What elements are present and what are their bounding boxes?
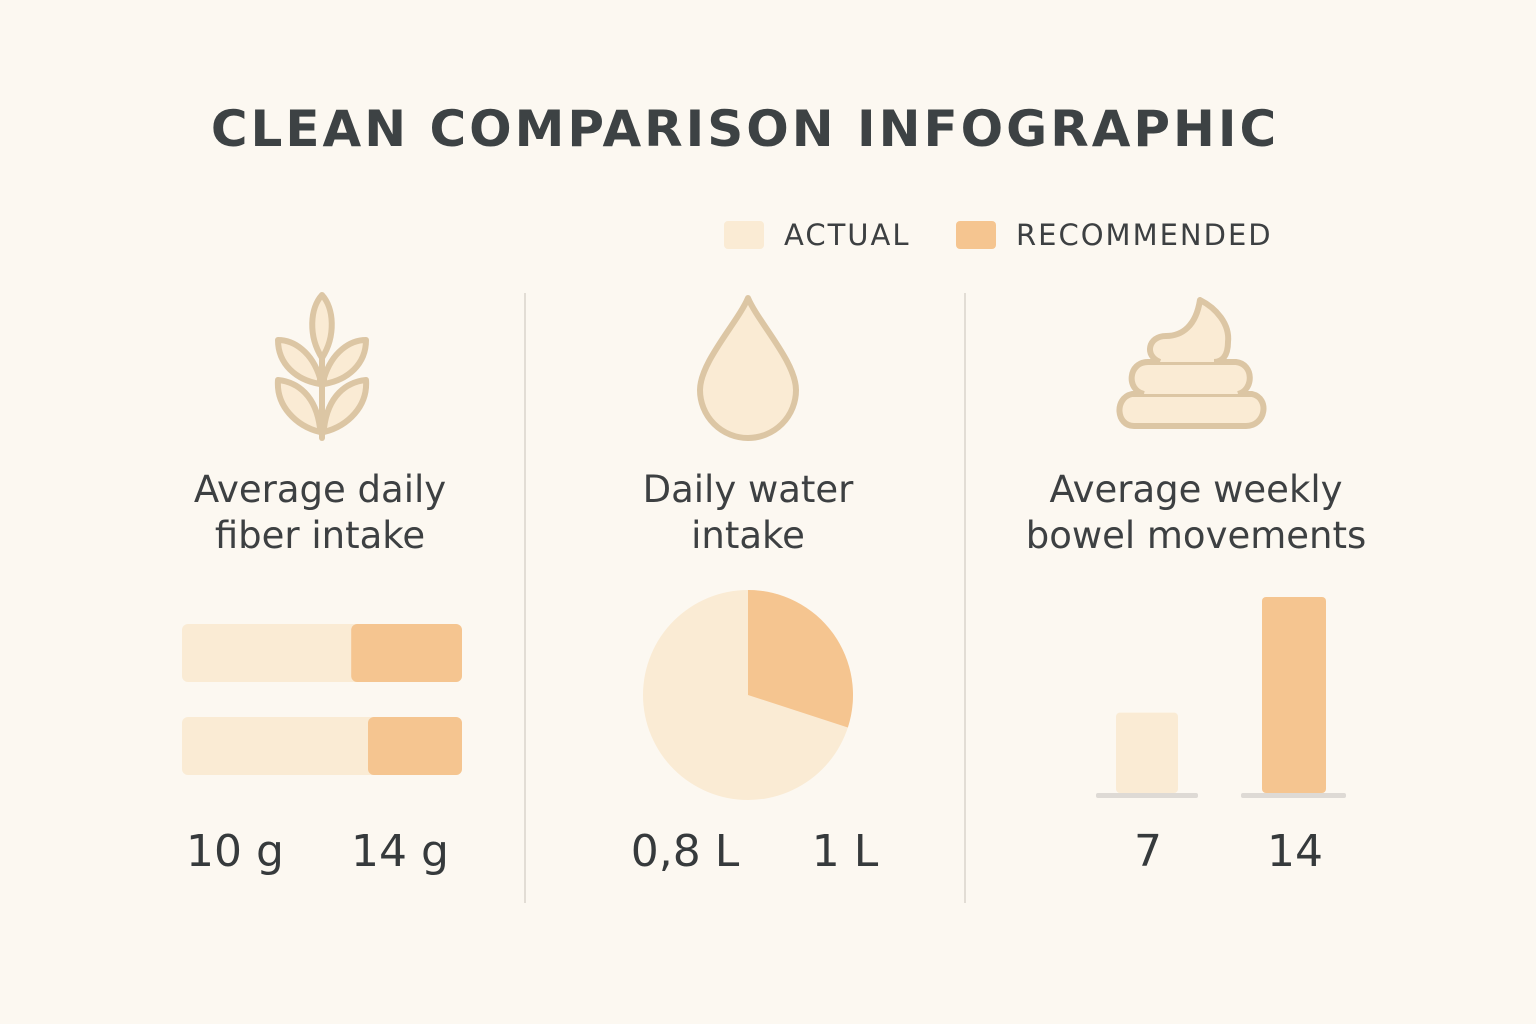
value-recommended: 14 [1267, 826, 1323, 877]
divider [524, 293, 526, 903]
bar-recommended-share [351, 624, 462, 682]
legend-item-recommended: RECOMMENDED [956, 218, 1273, 252]
divider [964, 293, 966, 903]
panel-water: Daily water intake 0,8 L 1 L [528, 280, 968, 920]
panel-title-line: fiber intake [214, 514, 426, 557]
panel-title-line: Average weekly [1049, 468, 1343, 511]
bar-recommended [1262, 597, 1326, 793]
baseline [1096, 793, 1198, 798]
bowel-bar-chart [1096, 597, 1346, 798]
page-title: CLEAN COMPARISON INFOGRAPHIC [210, 100, 1280, 158]
water-drop-icon [697, 295, 799, 441]
value-recommended: 14 g [351, 826, 449, 877]
pie-slice-recommended [748, 590, 853, 728]
value-actual: 0,8 L [630, 826, 740, 877]
fiber-bar-chart [182, 624, 462, 775]
panel-title-line: bowel movements [1025, 514, 1367, 557]
panel-title-line: Daily water [642, 468, 854, 511]
value-actual: 7 [1134, 826, 1162, 877]
panel-title-line: Average daily [193, 468, 447, 511]
baseline [1241, 793, 1346, 798]
panel-title-line: intake [691, 514, 805, 557]
legend-item-actual: ACTUAL [724, 218, 911, 252]
panel-title-fiber: Average daily fiber intake [100, 467, 540, 559]
value-recommended: 1 L [811, 826, 879, 877]
legend-swatch-recommended [956, 221, 996, 249]
value-actual: 10 g [186, 826, 284, 877]
legend-swatch-actual [724, 221, 764, 249]
water-pie-chart [643, 590, 853, 800]
panel-fiber: Average daily fiber intake 10 g 14 g [100, 280, 540, 920]
legend-label-recommended: RECOMMENDED [1016, 218, 1273, 252]
bar-actual [1116, 712, 1178, 793]
legend-label-actual: ACTUAL [784, 218, 911, 252]
wheat-icon [274, 292, 370, 441]
panel-title-water: Daily water intake [528, 467, 968, 559]
panel-bowel: Average weekly bowel movements 7 14 [976, 280, 1416, 920]
bar-recommended-share [368, 717, 462, 775]
poop-icon [1116, 297, 1267, 429]
panel-title-bowel: Average weekly bowel movements [976, 467, 1416, 559]
